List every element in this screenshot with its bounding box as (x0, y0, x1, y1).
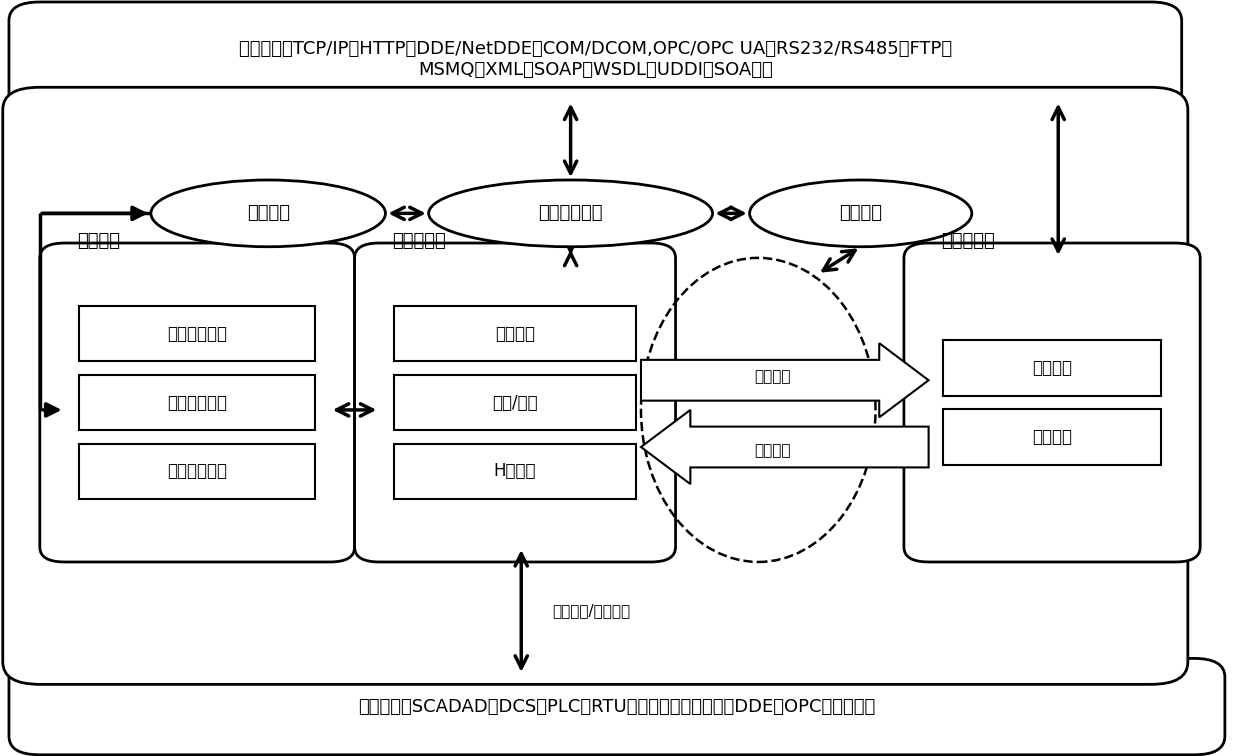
Text: 内存数据库: 内存数据库 (392, 232, 445, 250)
FancyBboxPatch shape (355, 243, 676, 562)
Text: 历史数据: 历史数据 (1032, 428, 1073, 446)
Text: 数据采集/命令传输: 数据采集/命令传输 (552, 603, 630, 618)
Text: 数据操作: 数据操作 (495, 324, 536, 342)
FancyBboxPatch shape (9, 658, 1225, 754)
Text: 实时调度: 实时调度 (247, 204, 290, 222)
Bar (944, 340, 1161, 396)
Bar (394, 444, 636, 499)
Polygon shape (641, 343, 929, 417)
Text: 数据备份: 数据备份 (754, 369, 791, 384)
Text: 数据管理: 数据管理 (1032, 359, 1073, 377)
Polygon shape (641, 410, 929, 484)
Text: H志管理: H志管理 (494, 463, 537, 481)
Text: 备份/恢复: 备份/恢复 (492, 394, 538, 411)
FancyBboxPatch shape (40, 243, 355, 562)
FancyBboxPatch shape (9, 2, 1182, 117)
Text: 线程同步设置: 线程同步设置 (167, 463, 227, 481)
Bar (79, 444, 315, 499)
Text: 现场接口（SCADAD、DCS、PLC、RTU、板卡、仪表、模块、DDE、OPC、端口等）: 现场接口（SCADAD、DCS、PLC、RTU、板卡、仪表、模块、DDE、OPC… (358, 698, 875, 716)
Text: 数据存取服务: 数据存取服务 (167, 394, 227, 411)
Text: 关系数据库: 关系数据库 (941, 232, 994, 250)
FancyBboxPatch shape (904, 243, 1200, 562)
Text: 并发控制: 并发控制 (839, 204, 882, 222)
Text: 服务配置: 服务配置 (77, 232, 120, 250)
Text: 应用接口（TCP/IP、HTTP、DDE/NetDDE、COM/DCOM,OPC/OPC UA、RS232/RS485、FTP、
MSMQ、XML、SOAP、W: 应用接口（TCP/IP、HTTP、DDE/NetDDE、COM/DCOM,OPC… (239, 40, 952, 79)
Ellipse shape (750, 180, 972, 246)
Text: 数据恢复: 数据恢复 (754, 443, 791, 458)
Bar (394, 375, 636, 430)
Bar (79, 305, 315, 361)
FancyBboxPatch shape (2, 87, 1188, 684)
Ellipse shape (429, 180, 713, 246)
Text: 实时事务管理: 实时事务管理 (538, 204, 603, 222)
Text: 应用定制服务: 应用定制服务 (167, 324, 227, 342)
Bar (79, 375, 315, 430)
Bar (944, 409, 1161, 465)
Bar (394, 305, 636, 361)
Ellipse shape (151, 180, 386, 246)
